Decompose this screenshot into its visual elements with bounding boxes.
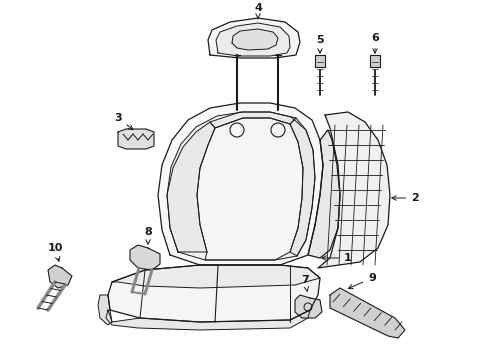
Polygon shape [231, 29, 278, 50]
Polygon shape [118, 129, 154, 149]
Polygon shape [158, 103, 323, 265]
Polygon shape [294, 295, 321, 318]
Text: 3: 3 [114, 113, 133, 130]
Polygon shape [108, 265, 319, 322]
Text: 5: 5 [316, 35, 323, 53]
Polygon shape [289, 118, 314, 256]
Polygon shape [197, 118, 303, 260]
Polygon shape [369, 55, 379, 67]
Polygon shape [167, 122, 215, 252]
Text: 6: 6 [370, 33, 378, 53]
Text: 9: 9 [348, 273, 375, 289]
Polygon shape [216, 23, 289, 56]
Text: 1: 1 [321, 253, 351, 263]
Polygon shape [329, 288, 404, 338]
Polygon shape [314, 55, 325, 67]
Polygon shape [130, 245, 160, 270]
Polygon shape [317, 112, 389, 268]
Polygon shape [48, 265, 72, 288]
Polygon shape [207, 18, 299, 58]
Text: 4: 4 [254, 3, 262, 19]
Text: 10: 10 [47, 243, 62, 261]
Text: 7: 7 [301, 275, 308, 291]
Text: 2: 2 [391, 193, 418, 203]
Polygon shape [112, 265, 319, 288]
Polygon shape [98, 295, 112, 325]
Text: 8: 8 [144, 227, 152, 244]
Polygon shape [167, 112, 314, 260]
Polygon shape [209, 112, 295, 128]
Polygon shape [307, 130, 339, 258]
Polygon shape [106, 310, 309, 330]
